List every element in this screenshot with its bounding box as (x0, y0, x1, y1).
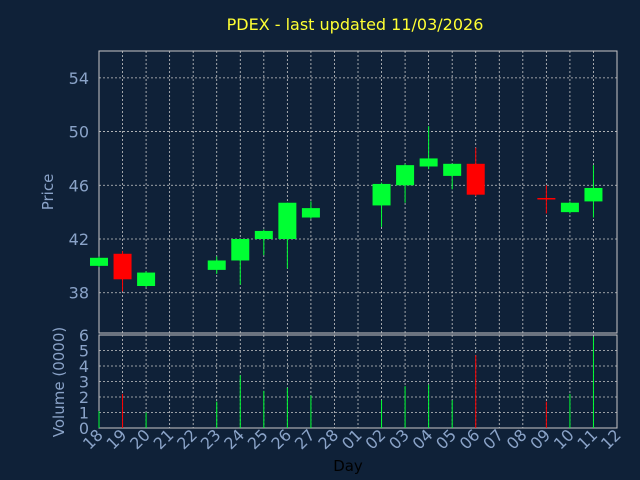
volume-tick-label: 2 (79, 388, 89, 407)
x-axis-label: Day (333, 457, 363, 475)
volume-tick-label: 5 (79, 342, 89, 361)
volume-tick-label: 3 (79, 373, 89, 392)
candle-body (231, 239, 250, 261)
candle-body (113, 253, 132, 280)
volume-tick-label: 1 (79, 404, 89, 423)
chart-title: PDEX - last updated 11/03/2026 (227, 15, 484, 34)
candle-body (466, 163, 485, 195)
candle-body (372, 183, 391, 206)
candle-body (254, 230, 273, 239)
candle-body (90, 257, 108, 266)
candle-body (396, 165, 415, 186)
candle-body (443, 163, 462, 176)
candle-body (278, 202, 297, 239)
price-panel: 38 42 46 50 54 (69, 50, 618, 334)
price-axis-label: Price (39, 174, 57, 211)
price-tick-label: 42 (69, 230, 89, 249)
volume-tick-label: 6 (79, 326, 89, 345)
x-tick-label: 12 (597, 425, 625, 453)
volume-tick-label: 0 (79, 419, 89, 438)
volume-axis-label: Volume (0000) (50, 327, 68, 437)
candle-body (419, 158, 438, 167)
candle-body (301, 208, 320, 218)
price-tick-label: 46 (69, 176, 89, 195)
candle-body (584, 187, 603, 202)
price-tick-label: 54 (69, 69, 89, 88)
price-tick-label: 50 (69, 123, 89, 142)
candle-body (137, 272, 156, 286)
x-axis: 1819202122232425262728010203040506070809… (79, 425, 625, 453)
volume-tick-label: 4 (79, 357, 89, 376)
candle-body (207, 260, 226, 270)
candle-body (560, 202, 579, 213)
price-tick-label: 38 (69, 284, 89, 303)
